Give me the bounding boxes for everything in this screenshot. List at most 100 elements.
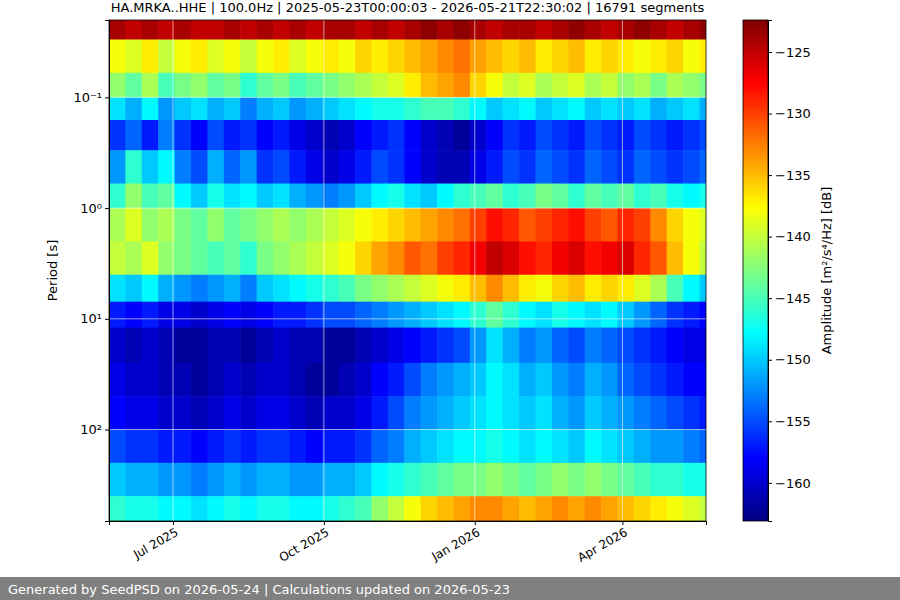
heatmap-cell xyxy=(503,496,520,521)
heatmap-cell xyxy=(552,208,569,242)
heatmap-cell xyxy=(618,496,635,521)
heatmap-cell xyxy=(453,328,470,364)
heatmap-cell xyxy=(552,20,569,40)
heatmap-cell xyxy=(339,150,356,184)
heatmap-cell xyxy=(142,73,159,98)
heatmap-cell xyxy=(289,97,306,120)
heatmap-cell xyxy=(700,241,706,275)
heatmap-cell xyxy=(683,97,700,120)
chart-root: Jul 2025Oct 2025Jan 2026Apr 202610⁻¹10⁰1… xyxy=(0,0,900,600)
heatmap-cell xyxy=(552,241,569,275)
heatmap-cell xyxy=(650,496,667,521)
heatmap-cell xyxy=(142,363,159,397)
heatmap-cell xyxy=(404,20,421,40)
heatmap-cell xyxy=(388,120,405,151)
heatmap-cell xyxy=(536,73,553,98)
heatmap-cell xyxy=(585,208,602,242)
heatmap-cell xyxy=(470,302,487,329)
heatmap-cell xyxy=(175,328,192,364)
heatmap-cell xyxy=(453,241,470,275)
heatmap-cell xyxy=(634,496,651,521)
heatmap-cell xyxy=(109,120,126,151)
heatmap-cell xyxy=(404,184,421,209)
heatmap-cell xyxy=(683,208,700,242)
heatmap-cell xyxy=(273,73,290,98)
heatmap-cell xyxy=(503,208,520,242)
heatmap-cell xyxy=(650,20,667,40)
heatmap-cell xyxy=(404,241,421,275)
heatmap-cell xyxy=(371,20,388,40)
heatmap-cell xyxy=(585,39,602,73)
colorbar-tick: −130 xyxy=(768,106,811,121)
heatmap-cell xyxy=(191,496,208,521)
heatmap-cell xyxy=(109,496,126,521)
heatmap-cell xyxy=(371,184,388,209)
heatmap-cell xyxy=(191,463,208,497)
heatmap-cell xyxy=(453,120,470,151)
colorbar-tick: −125 xyxy=(768,45,811,60)
grid xyxy=(109,20,706,521)
heatmap-cell xyxy=(306,363,323,397)
heatmap-cell xyxy=(371,363,388,397)
heatmap-cell xyxy=(601,120,618,151)
heatmap-cell xyxy=(207,363,224,397)
heatmap-cell xyxy=(601,275,618,303)
heatmap-cell xyxy=(355,20,372,40)
heatmap-cell xyxy=(388,396,405,430)
heatmap-cell xyxy=(339,39,356,73)
heatmap-cell xyxy=(109,184,126,209)
heatmap-cell xyxy=(273,120,290,151)
heatmap-cell xyxy=(371,120,388,151)
y-tick: 10¹ xyxy=(80,311,109,326)
heatmap-cell xyxy=(683,39,700,73)
heatmap-cell xyxy=(125,208,142,242)
heatmap-cell xyxy=(371,73,388,98)
heatmap-cell xyxy=(667,363,684,397)
heatmap-cell xyxy=(634,241,651,275)
heatmap-cell xyxy=(125,184,142,209)
heatmap-cell xyxy=(601,328,618,364)
colorbar-tick-label: −125 xyxy=(775,45,811,60)
grid-line-x xyxy=(323,20,324,521)
heatmap-cell xyxy=(175,73,192,98)
heatmap-cell xyxy=(667,39,684,73)
heatmap-cell xyxy=(421,39,438,73)
colorbar-axis-line xyxy=(769,21,773,522)
heatmap-cell xyxy=(601,302,618,329)
heatmap-cell xyxy=(306,430,323,464)
heatmap-cell xyxy=(421,275,438,303)
heatmap-cell xyxy=(421,184,438,209)
heatmap-cell xyxy=(371,39,388,73)
heatmap-cell xyxy=(585,396,602,430)
heatmap-cell xyxy=(109,73,126,98)
colorbar-tick: −160 xyxy=(768,476,811,491)
heatmap-cell xyxy=(322,73,339,98)
heatmap-cell xyxy=(224,39,241,73)
heatmap-cell xyxy=(437,363,454,397)
heatmap-cell xyxy=(634,463,651,497)
heatmap-cell xyxy=(257,20,274,40)
heatmap-cell xyxy=(273,363,290,397)
heatmap-cell xyxy=(257,184,274,209)
heatmap-cell xyxy=(273,20,290,40)
heatmap-cell xyxy=(683,275,700,303)
heatmap-cell xyxy=(601,39,618,73)
heatmap-cell xyxy=(404,275,421,303)
y-tick-mark xyxy=(105,430,109,431)
heatmap-cell xyxy=(207,275,224,303)
heatmap-cell xyxy=(175,97,192,120)
heatmap-cell xyxy=(683,184,700,209)
heatmap-cell xyxy=(109,208,126,242)
heatmap-cell xyxy=(306,302,323,329)
heatmap-cell xyxy=(273,241,290,275)
heatmap-cell xyxy=(191,39,208,73)
heatmap-cell xyxy=(453,363,470,397)
heatmap-cell xyxy=(585,73,602,98)
heatmap-cell xyxy=(585,302,602,329)
heatmap-cell xyxy=(109,275,126,303)
colorbar-tick-label: −135 xyxy=(775,168,811,183)
heatmap-cell xyxy=(552,363,569,397)
heatmap-cell xyxy=(306,20,323,40)
heatmap-cell xyxy=(306,150,323,184)
heatmap-cell xyxy=(125,120,142,151)
